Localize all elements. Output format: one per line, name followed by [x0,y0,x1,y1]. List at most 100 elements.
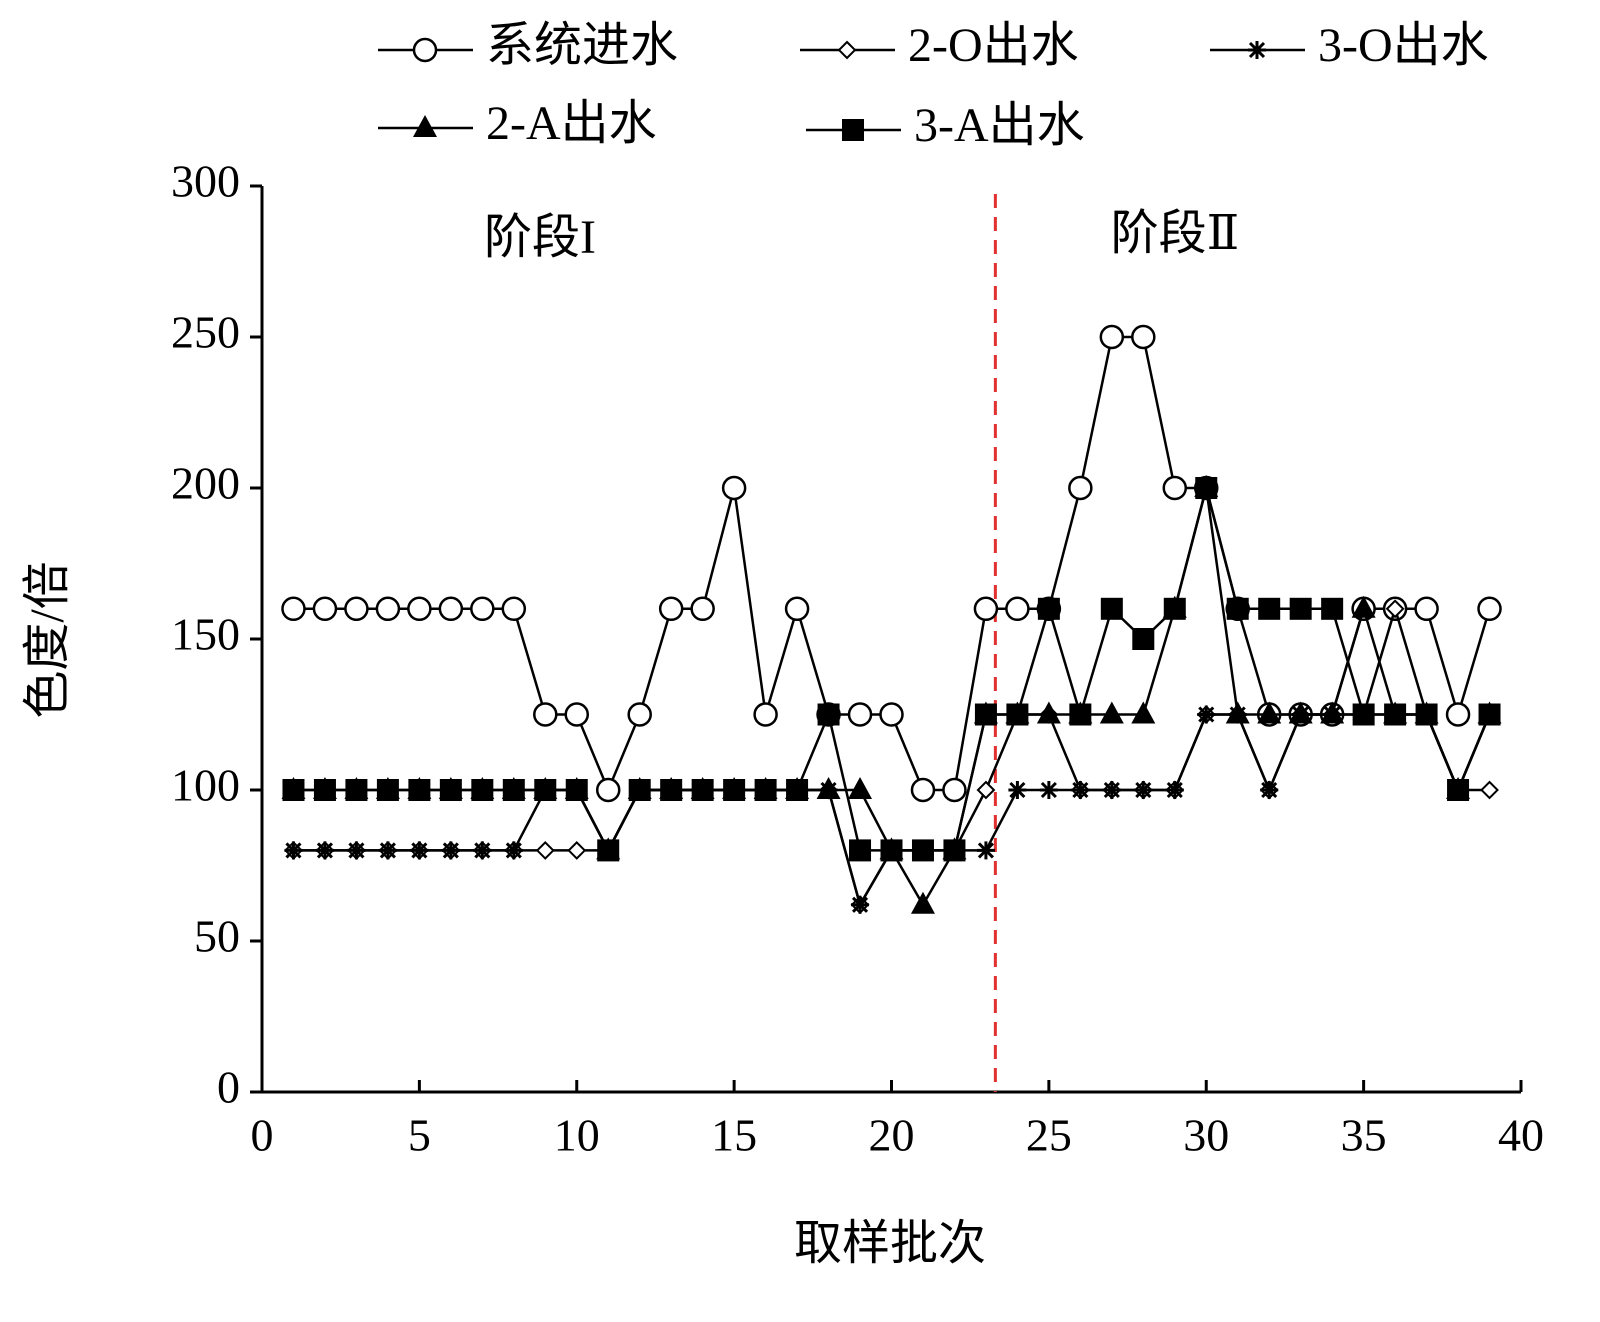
x-tick-label: 40 [1498,1110,1544,1161]
data-point [1039,781,1058,799]
data-point [1037,597,1060,620]
data-point [1195,477,1218,499]
data-point [786,779,809,801]
data-point [1257,701,1282,724]
star-stroke [1261,781,1278,799]
legend-label: 系统进水 [486,19,678,72]
data-point [1477,596,1502,622]
data-point [851,895,870,914]
y-axis-label: 色度/倍 [21,561,74,718]
data-point [1069,703,1092,726]
star-stroke [474,842,491,859]
data-point [911,839,934,862]
data-point [378,841,397,860]
star-stroke [316,842,334,859]
data-point [690,596,715,622]
data-point [408,779,431,801]
data-point [471,779,494,801]
data-point [976,841,995,860]
x-axis-label: 取样批次 [794,1217,986,1270]
x-tick-label: 0 [251,1110,274,1161]
data-point [817,703,840,726]
data-point [1225,701,1250,724]
data-point [473,841,492,860]
data-point [534,779,557,801]
star-stroke [1072,781,1089,799]
data-point [973,596,999,622]
data-point [943,839,966,862]
star-stroke [348,842,365,859]
data-point [816,777,841,799]
data-point [312,596,338,622]
data-point [1102,781,1121,799]
data-point [1071,781,1090,799]
x-tick-label: 5 [408,1110,431,1161]
star-stroke [977,842,994,859]
legend-label: 3-A出水 [914,99,1085,152]
data-point [910,891,935,914]
star-stroke [411,842,428,859]
data-point [567,840,587,860]
data-point [282,779,305,801]
data-point [974,703,997,726]
data-point [533,702,558,727]
data-point [1068,475,1093,501]
y-tick-label: 100 [171,760,240,811]
x-tick-label: 35 [1341,1110,1387,1161]
star-stroke [1040,781,1057,799]
data-point [627,702,652,727]
data-point [1260,781,1279,799]
data-point [597,839,620,862]
data-point [535,840,555,860]
data-point [879,702,904,727]
data-point [501,596,527,622]
x-tick-label: 30 [1183,1110,1229,1161]
star-stroke [1198,706,1215,723]
data-point [439,779,462,801]
data-point [313,779,336,801]
data-point [723,779,746,801]
data-point [1134,781,1153,799]
star-stroke [379,842,396,859]
data-point [1414,596,1439,622]
data-point [1163,597,1186,620]
legend-marker [837,40,857,60]
data-point [847,702,873,727]
data-point [407,596,432,622]
data-point [1226,597,1249,620]
data-point [1131,701,1156,724]
data-point [1099,324,1125,350]
legend-label: 3-O出水 [1318,19,1489,72]
data-point [1165,781,1184,799]
y-tick-label: 150 [171,609,240,660]
data-point [565,779,588,801]
x-tick-label: 15 [711,1110,757,1161]
data-point [1131,324,1156,350]
data-point [344,596,369,622]
data-point [1384,703,1407,726]
y-tick-label: 300 [171,156,240,207]
data-point [345,779,368,801]
y-tick-label: 200 [171,458,240,509]
data-point [1036,701,1061,724]
data-point [1480,780,1499,800]
data-point [470,596,495,622]
legend-marker [1248,41,1266,59]
data-point [1162,475,1188,501]
y-tick-label: 250 [171,307,240,358]
star-stroke [1103,781,1120,799]
star-stroke [1009,781,1026,799]
data-point [504,841,523,860]
data-point [1006,703,1029,726]
data-point [315,841,334,860]
data-point [1352,703,1375,726]
star-stroke [505,842,522,859]
legend-marker [412,37,438,63]
legend-marker [413,115,437,137]
data-point [375,596,401,622]
data-point [754,779,777,801]
star-stroke [1135,781,1152,799]
data-point [1385,599,1405,619]
data-point [441,841,460,860]
